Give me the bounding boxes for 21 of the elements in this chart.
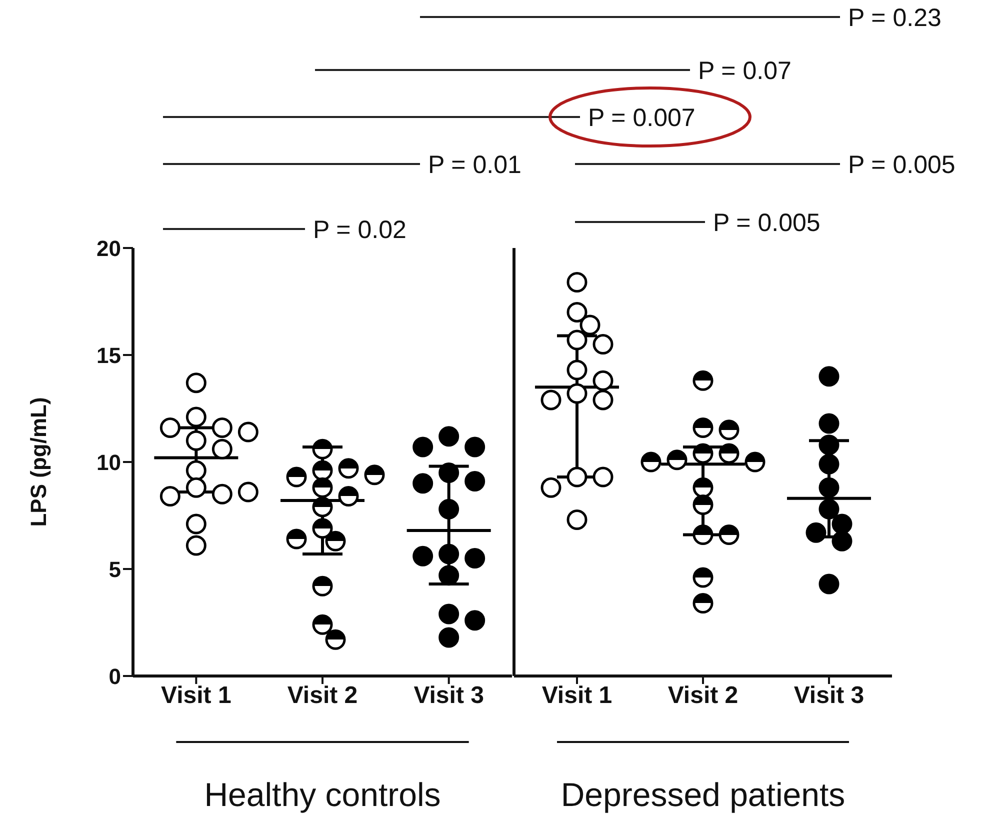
- y-tick-label: 0: [108, 664, 121, 689]
- x-tick-label: Visit 3: [794, 682, 864, 710]
- y-tick-label: 5: [108, 556, 121, 582]
- text: P = 0.01: [428, 151, 522, 179]
- text: P = 0.02: [313, 216, 406, 244]
- y-tick-label: 10: [96, 450, 121, 475]
- text: P = 0.007: [588, 104, 696, 132]
- y-axis-title: LPS (pg/mL): [26, 397, 51, 527]
- x-axis-title: Depressed patients: [560, 776, 846, 813]
- x-tick-label: Visit 1: [161, 682, 232, 710]
- x-tick-label: Visit 2: [287, 682, 358, 710]
- x-tick-label: Visit 2: [668, 682, 738, 710]
- y-tick-label: 20: [96, 236, 121, 261]
- text: P = 0.005: [713, 209, 820, 237]
- text: P = 0.23: [848, 4, 942, 32]
- text: P = 0.07: [698, 57, 792, 85]
- text: P = 0.005: [848, 151, 956, 179]
- y-tick-label: 15: [96, 342, 121, 368]
- x-axis-title: Healthy controls: [204, 776, 441, 813]
- x-tick-label: Visit 3: [414, 682, 484, 710]
- x-tick-label: Visit 1: [542, 682, 612, 710]
